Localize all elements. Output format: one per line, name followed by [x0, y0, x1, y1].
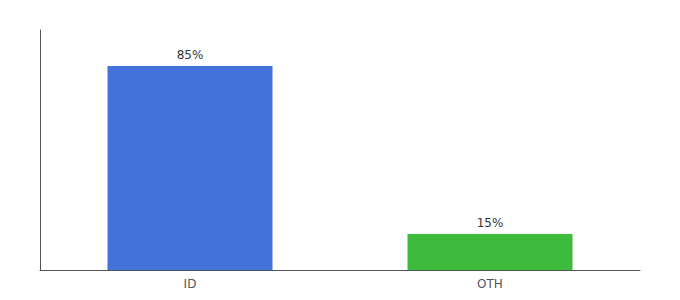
- svg-text:85%: 85%: [177, 48, 204, 62]
- svg-text:15%: 15%: [477, 216, 504, 230]
- svg-text:OTH: OTH: [477, 277, 503, 291]
- svg-text:ID: ID: [184, 277, 197, 291]
